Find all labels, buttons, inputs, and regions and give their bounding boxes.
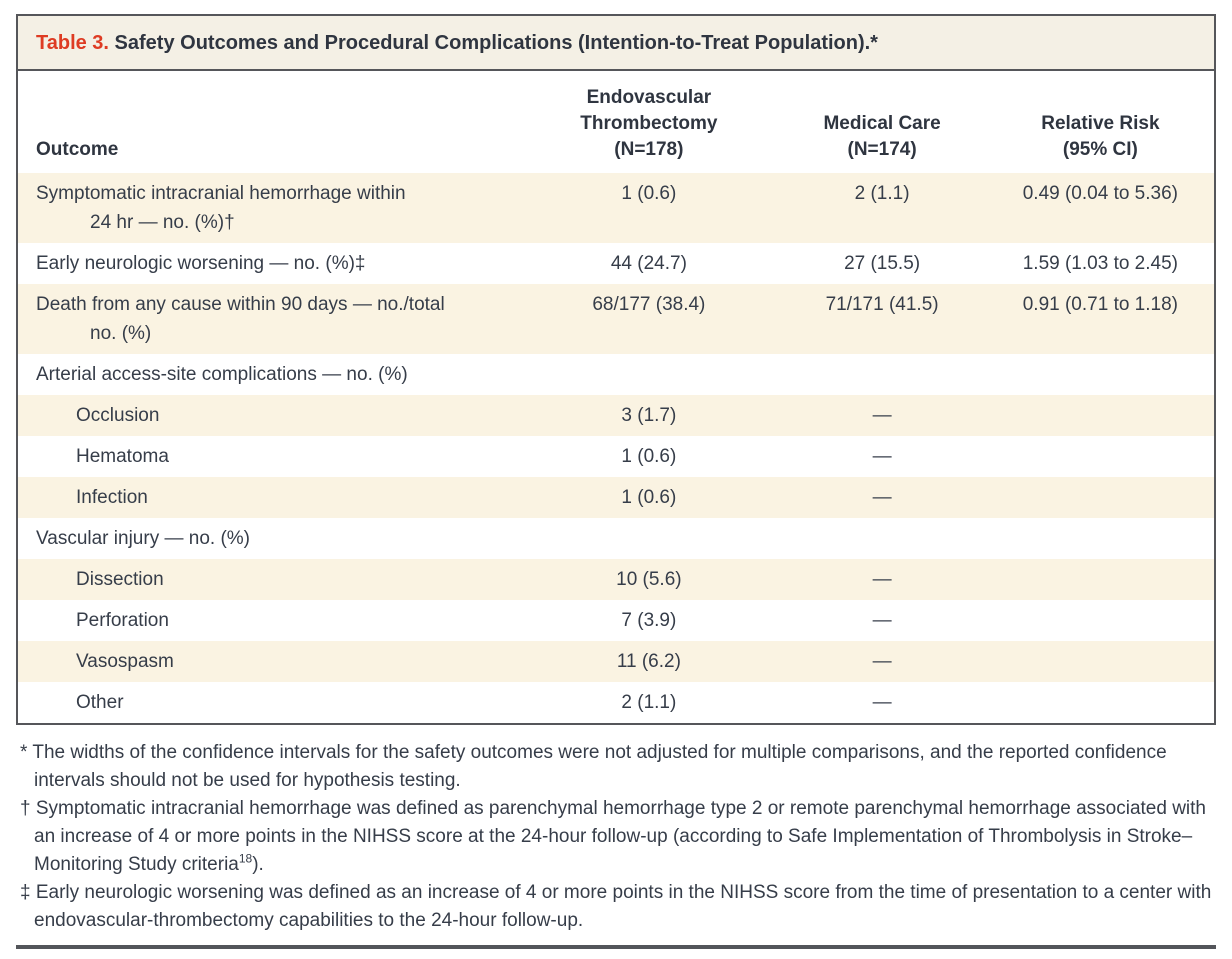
column-header-medical-care: Medical Care (N=174) [823, 113, 941, 160]
thrombectomy-value-cell: 7 (3.9) [621, 610, 677, 631]
medical-care-value-cell [777, 354, 986, 395]
thrombectomy-value-cell: 68/177 (38.4) [592, 294, 706, 315]
medical-care-value-cell: — [872, 487, 892, 508]
footnote-text-end: ). [252, 854, 264, 875]
medical-care-value-cell: — [872, 405, 892, 426]
column-header-thrombectomy: Endovascular Thrombectomy (N=178) [580, 87, 718, 160]
table-row-arterial-access-group: Arterial access-site complications — no.… [18, 354, 1214, 395]
medical-care-value-cell: — [872, 651, 892, 672]
outcome-cell: Hematoma [76, 446, 169, 467]
relative-risk-cell [987, 559, 1214, 600]
medical-care-value-cell [777, 518, 986, 559]
outcome-cell: Perforation [76, 610, 169, 631]
medical-care-value-cell: — [872, 692, 892, 713]
table-row-vasospasm: Vasospasm 11 (6.2) — [18, 641, 1214, 682]
table-title-text: Safety Outcomes and Procedural Complicat… [109, 32, 878, 54]
outcome-group-cell: Vascular injury — no. (%) [36, 528, 250, 549]
outcome-cell: Symptomatic intracranial hemorrhage with… [36, 183, 406, 233]
header-row: Outcome Endovascular Thrombectomy (N=178… [18, 71, 1214, 173]
thrombectomy-value-cell: 1 (0.6) [621, 183, 677, 204]
footnotes: * The widths of the confidence intervals… [16, 739, 1216, 935]
thrombectomy-value-cell: 3 (1.7) [621, 405, 677, 426]
outcome-cell: Vasospasm [76, 651, 174, 672]
outcome-cell: Occlusion [76, 405, 160, 426]
outcome-group-cell: Arterial access-site complications — no.… [36, 364, 408, 385]
outcome-cell: Infection [76, 487, 148, 508]
table-body: Symptomatic intracranial hemorrhage with… [18, 173, 1214, 723]
table-number-label: Table 3. [36, 32, 109, 54]
table-row-vascular-injury-group: Vascular injury — no. (%) [18, 518, 1214, 559]
table-frame: Table 3. Safety Outcomes and Procedural … [16, 14, 1216, 725]
column-header-outcome: Outcome [36, 139, 119, 160]
thrombectomy-value-cell: 2 (1.1) [621, 692, 677, 713]
medical-care-value-cell: — [872, 446, 892, 467]
thrombectomy-value-cell: 11 (6.2) [616, 651, 681, 672]
footnote-symbol: ‡ [20, 882, 31, 903]
footnote-dagger: † Symptomatic intracranial hemorrhage wa… [16, 795, 1216, 879]
thrombectomy-value-cell [520, 518, 777, 559]
table-row-other: Other 2 (1.1) — [18, 682, 1214, 723]
thrombectomy-value-cell: 1 (0.6) [621, 487, 677, 508]
footnote-text: Symptomatic intracranial hemorrhage was … [34, 798, 1207, 875]
relative-risk-cell: 0.91 (0.71 to 1.18) [1022, 294, 1178, 315]
table-title: Table 3. Safety Outcomes and Procedural … [18, 16, 1214, 71]
medical-care-value-cell: 27 (15.5) [844, 253, 921, 274]
thrombectomy-value-cell: 1 (0.6) [621, 446, 677, 467]
relative-risk-cell [987, 600, 1214, 641]
thrombectomy-value-cell: 10 (5.6) [616, 569, 682, 590]
footnote-double-dagger: ‡ Early neurologic worsening was defined… [16, 879, 1216, 935]
relative-risk-cell [987, 395, 1214, 436]
reference-superscript: 18 [238, 851, 253, 866]
table-row-hematoma: Hematoma 1 (0.6) — [18, 436, 1214, 477]
table-row-early-worsening: Early neurologic worsening — no. (%)‡ 44… [18, 243, 1214, 284]
footnote-symbol: † [20, 798, 31, 819]
journal-table-figure: Table 3. Safety Outcomes and Procedural … [16, 0, 1216, 949]
relative-risk-cell: 1.59 (1.03 to 2.45) [1022, 253, 1178, 274]
table-row-perforation: Perforation 7 (3.9) — [18, 600, 1214, 641]
relative-risk-cell [987, 436, 1214, 477]
table-row-symptomatic-hemorrhage: Symptomatic intracranial hemorrhage with… [18, 173, 1214, 243]
outcome-cell: Dissection [76, 569, 164, 590]
footnote-text: Early neurologic worsening was defined a… [34, 882, 1212, 931]
relative-risk-cell: 0.49 (0.04 to 5.36) [1022, 183, 1178, 204]
safety-outcomes-table: Outcome Endovascular Thrombectomy (N=178… [18, 71, 1214, 723]
medical-care-value-cell: 71/171 (41.5) [825, 294, 939, 315]
outcome-cell: Other [76, 692, 124, 713]
column-header-relative-risk: Relative Risk (95% CI) [1041, 113, 1160, 160]
table-row-dissection: Dissection 10 (5.6) — [18, 559, 1214, 600]
table-header: Outcome Endovascular Thrombectomy (N=178… [18, 71, 1214, 173]
thrombectomy-value-cell [520, 354, 777, 395]
outcome-cell: Early neurologic worsening — no. (%)‡ [36, 253, 366, 274]
medical-care-value-cell: — [872, 569, 892, 590]
relative-risk-cell [987, 518, 1214, 559]
table-row-occlusion: Occlusion 3 (1.7) — [18, 395, 1214, 436]
relative-risk-cell [987, 354, 1214, 395]
relative-risk-cell [987, 682, 1214, 723]
bottom-rule [16, 945, 1216, 949]
footnote-text: The widths of the confidence intervals f… [32, 742, 1167, 791]
medical-care-value-cell: 2 (1.1) [854, 183, 910, 204]
thrombectomy-value-cell: 44 (24.7) [610, 253, 687, 274]
outcome-cell: Death from any cause within 90 days — no… [36, 294, 445, 344]
footnote-asterisk: * The widths of the confidence intervals… [16, 739, 1216, 795]
table-row-infection: Infection 1 (0.6) — [18, 477, 1214, 518]
relative-risk-cell [987, 477, 1214, 518]
relative-risk-cell [987, 641, 1214, 682]
table-row-death-any-cause: Death from any cause within 90 days — no… [18, 284, 1214, 354]
footnote-symbol: * [20, 742, 28, 763]
medical-care-value-cell: — [872, 610, 892, 631]
